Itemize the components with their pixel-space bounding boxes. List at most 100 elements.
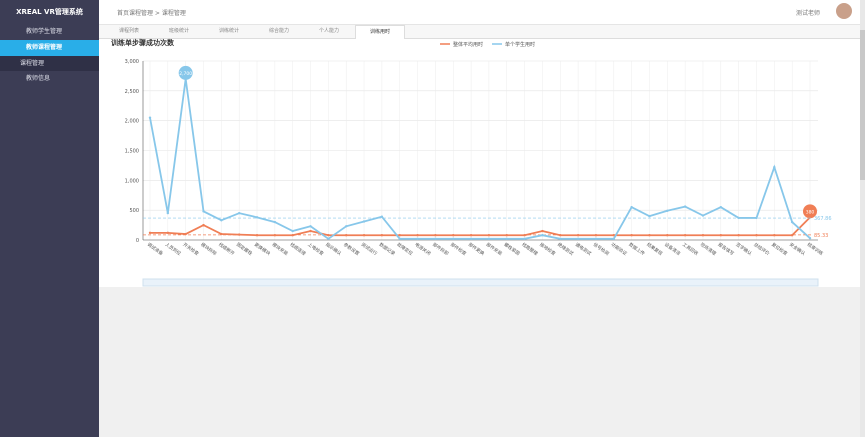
avatar[interactable] (836, 3, 852, 19)
point (345, 225, 348, 228)
x-tick-label: 部件更换 (467, 241, 486, 257)
point (291, 229, 294, 233)
x-tick-label: 总结评价 (752, 241, 771, 257)
x-tick-label: 电源关闭 (413, 241, 432, 257)
x-tick-label: 测试运行 (360, 241, 379, 257)
legend-label: 整体平均用时 (453, 41, 483, 48)
point (220, 232, 223, 236)
x-tick-label: 故障定位 (396, 241, 415, 257)
point (202, 223, 205, 227)
point (576, 234, 580, 237)
point (612, 234, 615, 237)
x-tick-label: 通电测试 (574, 241, 593, 257)
point (166, 211, 170, 215)
point (790, 234, 794, 237)
point (416, 237, 419, 241)
x-tick-label: 现场清理 (699, 241, 718, 257)
point (541, 229, 544, 233)
x-tick-label: 螺栓紧固 (503, 241, 522, 257)
x-tick-label: 固定螺栓 (235, 241, 254, 257)
breadcrumb[interactable]: 首页课程管理 > 课程管理 (117, 10, 186, 17)
point (434, 234, 437, 237)
x-tick-label: 线缆断开 (217, 241, 236, 257)
point (452, 234, 455, 237)
x-tick-label: 功能验证 (610, 241, 629, 257)
point (416, 234, 419, 237)
x-tick-label: 部件拆卸 (431, 241, 450, 257)
legend-label: 单个学生用时 (505, 41, 535, 48)
header: 首页课程管理 > 课程管理 测试老师 (99, 0, 860, 25)
x-tick-label: 数据记录 (378, 241, 397, 257)
x-tick-label: 模块拆除 (199, 241, 218, 257)
y-tick-label: 500 (129, 208, 139, 214)
point (737, 216, 740, 220)
x-tick-label: 设备清洁 (663, 241, 682, 257)
max-label: 380 (806, 209, 815, 215)
point (719, 234, 723, 237)
series-line (149, 78, 811, 240)
x-tick-label: 模块安装 (271, 241, 290, 257)
x-tick-label: 调试准备 (146, 241, 165, 257)
point (309, 225, 312, 228)
point (755, 216, 758, 220)
point (541, 234, 544, 237)
submenu-item[interactable]: 课程管理 (0, 56, 99, 71)
tab[interactable]: 训练用时 (355, 25, 405, 39)
point (362, 220, 366, 223)
x-tick-label: 报告填写 (717, 241, 736, 257)
point (273, 234, 277, 237)
point (594, 234, 598, 237)
sidebar: XREAL VR管理系统 教师学生管理 教师课程管理 课程管理 教师信息 (0, 0, 99, 437)
tab[interactable]: 训练统计 (218, 28, 239, 34)
max-marker (178, 65, 193, 80)
point (701, 234, 705, 237)
user-name[interactable]: 测试老师 (795, 10, 820, 17)
menu-item[interactable]: 教师信息 (26, 75, 51, 82)
point (559, 234, 562, 237)
point (808, 237, 812, 240)
point (362, 234, 366, 237)
point (648, 234, 651, 237)
x-tick-label: 接地检查 (538, 241, 557, 257)
point (255, 216, 259, 219)
scrollbar[interactable] (860, 0, 865, 437)
max-label: 2,700 (179, 71, 192, 77)
point (666, 209, 669, 212)
point (612, 237, 615, 241)
series-line (150, 216, 811, 237)
y-tick-label: 0 (136, 238, 139, 244)
point (737, 234, 740, 237)
menu-item[interactable]: 教师课程管理 (0, 40, 99, 56)
y-tick-label: 2,000 (125, 119, 139, 125)
x-tick-label: 结果复核 (645, 241, 664, 257)
point (255, 234, 259, 237)
point (345, 234, 348, 237)
point (523, 237, 526, 241)
point (505, 237, 508, 241)
point (291, 234, 294, 237)
panel (99, 39, 860, 287)
point (309, 229, 312, 233)
tab[interactable]: 课程列表 (118, 28, 139, 34)
point (719, 205, 723, 209)
point (202, 210, 205, 213)
point (559, 237, 562, 241)
tab[interactable]: 个人能力 (318, 28, 339, 34)
point (630, 234, 633, 237)
point (398, 234, 401, 237)
menu-item[interactable]: 教师学生管理 (26, 28, 63, 35)
x-tick-label: 线缆连接 (289, 241, 308, 257)
max-marker (803, 204, 817, 219)
y-tick-label: 1,000 (125, 178, 139, 184)
x-tick-label: 信号检测 (592, 241, 611, 257)
chart-title: 训练单步骤成功次数 (111, 38, 175, 47)
tab[interactable]: 综合能力 (268, 28, 289, 34)
point (380, 234, 384, 237)
zoom-slider[interactable] (142, 278, 819, 287)
tab[interactable]: 班级统计 (168, 28, 189, 34)
point (434, 237, 437, 241)
point (469, 237, 473, 241)
x-tick-label: 上电检查 (306, 241, 325, 257)
